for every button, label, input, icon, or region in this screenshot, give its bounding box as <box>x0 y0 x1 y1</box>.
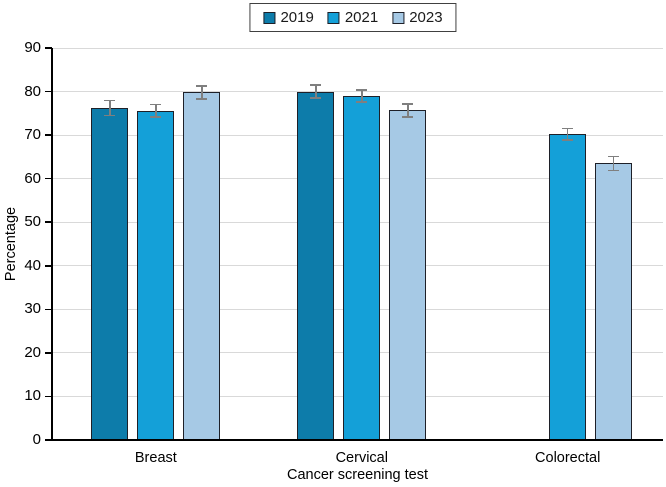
bar-cervical-2021 <box>343 95 381 440</box>
error-bar-colorectal-2021-cap-bottom <box>562 139 574 141</box>
bar-breast-2019 <box>91 108 129 440</box>
error-bar-cervical-2019 <box>315 85 317 99</box>
error-bar-breast-2021 <box>155 104 157 117</box>
error-bar-breast-2021-cap-top <box>150 103 162 106</box>
bar-colorectal-2021 <box>549 134 587 440</box>
error-bar-cervical-2023 <box>407 103 409 117</box>
y-tick-label-90: 90 <box>24 39 41 56</box>
y-axis-line <box>51 48 53 441</box>
gridline-90 <box>52 47 663 49</box>
legend-swatch-icon <box>263 11 276 24</box>
error-bar-cervical-2019-cap-top <box>310 84 322 86</box>
error-bar-cervical-2021-cap-top <box>356 89 368 91</box>
error-bar-colorectal-2021 <box>566 128 569 140</box>
y-tick-label-0: 0 <box>32 431 41 448</box>
legend-item-2021: 2021 <box>327 9 379 26</box>
y-axis-title: Percentage <box>3 206 19 282</box>
legend-swatch-icon <box>392 11 405 24</box>
error-bar-cervical-2023-cap-bottom <box>402 116 414 118</box>
y-tick-label-80: 80 <box>24 82 41 100</box>
plot-area <box>52 47 663 440</box>
legend: 2019 2021 2023 <box>249 3 457 32</box>
error-bar-breast-2021-cap-bottom <box>150 116 162 118</box>
legend-label: 2021 <box>344 9 379 26</box>
bar-colorectal-2023 <box>595 163 633 440</box>
error-bar-breast-2019-cap-bottom <box>104 114 116 117</box>
x-category-cervical: Cervical <box>335 450 388 466</box>
y-tick-label-20: 20 <box>24 343 41 361</box>
x-category-breast: Breast <box>134 450 177 466</box>
y-tick-label-70: 70 <box>24 126 41 144</box>
error-bar-breast-2019 <box>109 100 111 116</box>
gridline-80 <box>52 91 663 93</box>
bar-breast-2023 <box>183 92 221 440</box>
legend-label: 2019 <box>280 9 314 26</box>
error-bar-cervical-2023-cap-top <box>402 103 414 105</box>
legend-item-2019: 2019 <box>263 9 314 26</box>
legend-item-2023: 2023 <box>392 9 443 26</box>
error-bar-cervical-2019-cap-bottom <box>310 97 322 99</box>
error-bar-breast-2023 <box>201 85 203 99</box>
error-bar-colorectal-2023-cap-top <box>608 155 620 158</box>
x-axis-title: Cancer screening test <box>286 467 429 483</box>
bar-cervical-2023 <box>389 110 427 440</box>
error-bar-colorectal-2021-cap-top <box>562 127 574 130</box>
error-bar-colorectal-2023-cap-bottom <box>608 169 620 172</box>
x-axis-line <box>51 439 663 441</box>
legend-swatch-icon <box>327 11 340 24</box>
error-bar-breast-2019-cap-top <box>104 99 116 102</box>
error-bar-cervical-2021 <box>361 89 363 102</box>
legend-label: 2023 <box>409 9 443 26</box>
error-bar-breast-2023-cap-top <box>196 85 208 87</box>
y-tick-label-10: 10 <box>24 387 41 405</box>
bar-cervical-2019 <box>297 91 335 440</box>
error-bar-breast-2023-cap-bottom <box>196 98 208 100</box>
error-bar-cervical-2021-cap-bottom <box>356 101 368 103</box>
x-category-colorectal: Colorectal <box>535 450 601 466</box>
bar-breast-2021 <box>137 110 175 440</box>
error-bar-colorectal-2023 <box>612 156 615 171</box>
